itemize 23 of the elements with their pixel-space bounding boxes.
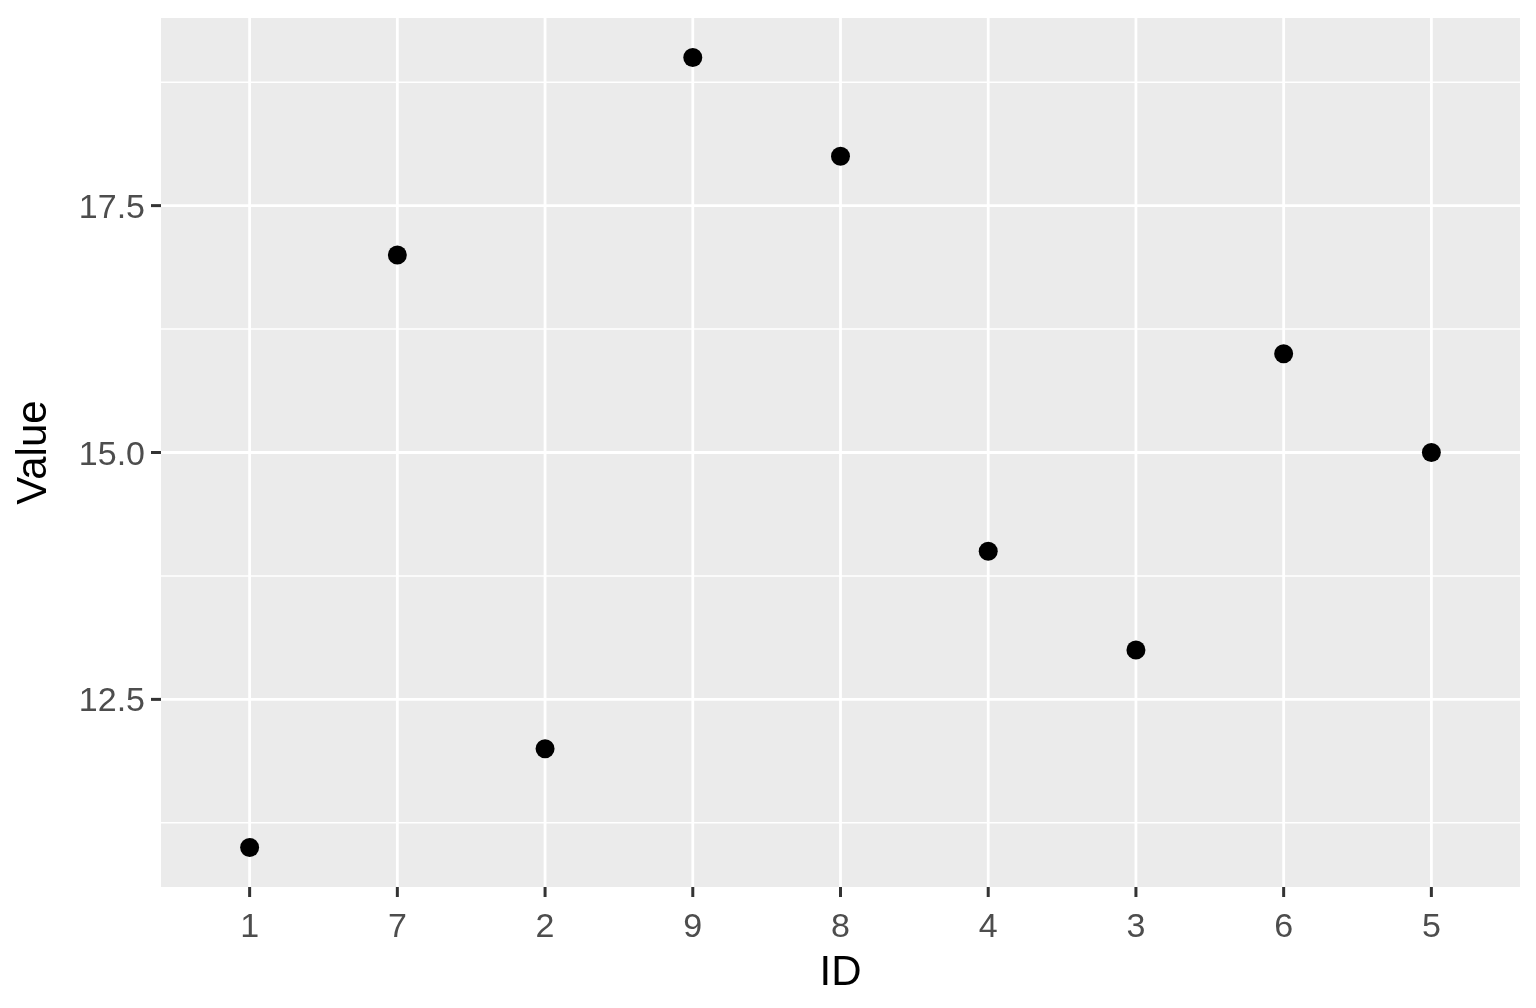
y-tick-label: 15.0 bbox=[78, 433, 145, 472]
point bbox=[683, 48, 703, 67]
point bbox=[1274, 344, 1294, 364]
point bbox=[831, 146, 850, 166]
y-tick-label: 12.5 bbox=[78, 680, 145, 719]
x-tick-label: 6 bbox=[1274, 906, 1294, 944]
point bbox=[240, 838, 260, 857]
x-tick-label: 1 bbox=[240, 906, 260, 944]
x-tick-label: 8 bbox=[831, 906, 850, 944]
y-axis-title: Value bbox=[7, 400, 55, 505]
x-tick-label: 7 bbox=[387, 906, 407, 944]
point bbox=[535, 739, 555, 759]
x-tick-label: 4 bbox=[978, 906, 998, 944]
x-tick-label: 9 bbox=[683, 906, 703, 944]
x-tick-label: 3 bbox=[1126, 906, 1146, 944]
y-tick-label: 17.5 bbox=[78, 186, 145, 225]
point bbox=[978, 541, 998, 561]
x-tick-label: 2 bbox=[535, 906, 555, 944]
x-tick-label: 5 bbox=[1421, 906, 1441, 944]
point bbox=[387, 245, 407, 265]
point bbox=[1421, 443, 1441, 462]
point bbox=[1126, 640, 1146, 660]
x-axis-title: ID bbox=[819, 946, 862, 994]
